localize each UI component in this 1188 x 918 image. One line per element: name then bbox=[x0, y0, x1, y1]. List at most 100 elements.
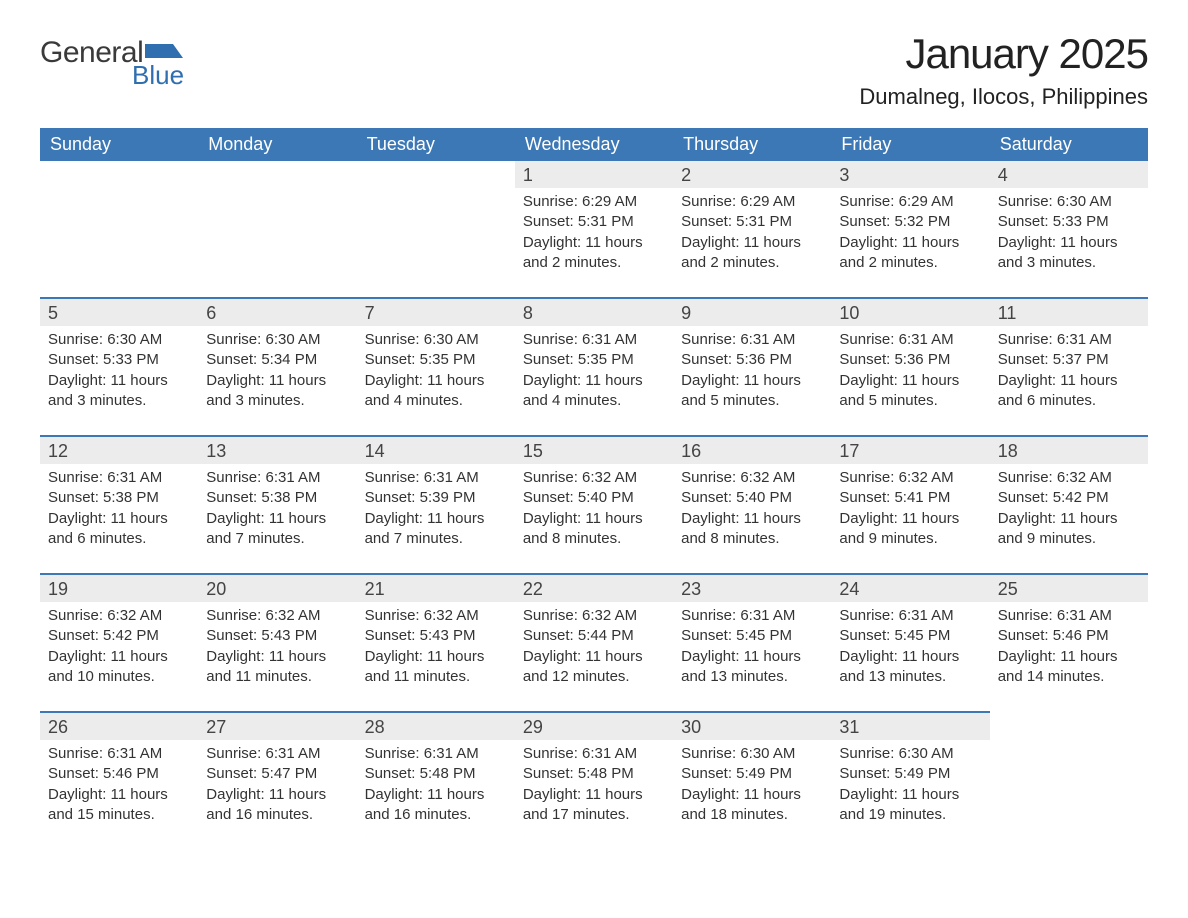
day-detail: Sunrise: 6:30 AMSunset: 5:33 PMDaylight:… bbox=[990, 188, 1148, 298]
sunrise-line: Sunrise: 6:31 AM bbox=[998, 330, 1140, 350]
sunrise-label: Sunrise: bbox=[998, 607, 1057, 624]
week-detail-row: Sunrise: 6:29 AMSunset: 5:31 PMDaylight:… bbox=[40, 188, 1148, 298]
sunset-label: Sunset: bbox=[48, 351, 103, 368]
daylight-line: Daylight: 11 hours and 4 minutes. bbox=[523, 371, 665, 412]
daylight-label: Daylight: bbox=[365, 786, 428, 803]
week-detail-row: Sunrise: 6:32 AMSunset: 5:42 PMDaylight:… bbox=[40, 602, 1148, 712]
day-of-week-header: Saturday bbox=[990, 128, 1148, 161]
sunrise-value: 6:31 AM bbox=[107, 469, 162, 486]
sunrise-value: 6:31 AM bbox=[107, 745, 162, 762]
daylight-label: Daylight: bbox=[206, 786, 269, 803]
day-number: 27 bbox=[198, 712, 356, 740]
week-detail-row: Sunrise: 6:31 AMSunset: 5:38 PMDaylight:… bbox=[40, 464, 1148, 574]
sunrise-line: Sunrise: 6:31 AM bbox=[365, 744, 507, 764]
week-detail-row: Sunrise: 6:30 AM Sunset: 5:33 PM Daylight:… bbox=[40, 326, 1148, 436]
day-of-week-header: Wednesday bbox=[515, 128, 673, 161]
day-detail: Sunrise: 6:32 AMSunset: 5:42 PMDaylight:… bbox=[990, 464, 1148, 574]
daylight-line: Daylight: 11 hours and 13 minutes. bbox=[681, 647, 823, 688]
daylight-line: Daylight: 11 hours and 18 minutes. bbox=[681, 785, 823, 826]
sunset-line: Sunset: 5:41 PM bbox=[839, 488, 981, 508]
sunset-line: Sunset: 5:43 PM bbox=[365, 626, 507, 646]
sunset-label: Sunset: bbox=[48, 627, 103, 644]
sunrise-line: Sunrise: 6:32 AM bbox=[523, 606, 665, 626]
sunrise-line: Sunrise: 6:31 AM bbox=[839, 330, 981, 350]
sunrise-line: Sunrise: 6:31 AM bbox=[523, 330, 665, 350]
daylight-line: Daylight: 11 hours and 4 minutes. bbox=[365, 371, 507, 412]
sunset-label: Sunset: bbox=[839, 627, 894, 644]
daylight-label: Daylight: bbox=[681, 234, 744, 251]
day-of-week-header: Friday bbox=[831, 128, 989, 161]
daylight-label: Daylight: bbox=[681, 510, 744, 527]
daylight-line: Daylight: 11 hours and 14 minutes. bbox=[998, 647, 1140, 688]
sunset-label: Sunset: bbox=[365, 489, 420, 506]
sunset-value: 5:48 PM bbox=[578, 765, 634, 782]
day-detail: Sunrise: 6:32 AMSunset: 5:44 PMDaylight:… bbox=[515, 602, 673, 712]
sunrise-label: Sunrise: bbox=[681, 607, 740, 624]
sunrise-label: Sunrise: bbox=[365, 745, 424, 762]
daylight-label: Daylight: bbox=[839, 372, 902, 389]
sunset-line: Sunset: 5:38 PM bbox=[206, 488, 348, 508]
daylight-label: Daylight: bbox=[523, 510, 586, 527]
sunrise-label: Sunrise: bbox=[48, 607, 107, 624]
sunset-value: 5:49 PM bbox=[736, 765, 792, 782]
day-of-week-header: Tuesday bbox=[357, 128, 515, 161]
sunrise-label: Sunrise: bbox=[839, 607, 898, 624]
daylight-label: Daylight: bbox=[365, 510, 428, 527]
day-detail: Sunrise: 6:29 AMSunset: 5:31 PMDaylight:… bbox=[673, 188, 831, 298]
day-number: 4 bbox=[990, 161, 1148, 188]
sunrise-value: 6:30 AM bbox=[107, 331, 162, 348]
sunrise-line: Sunrise: 6:32 AM bbox=[998, 468, 1140, 488]
sunset-value: 5:46 PM bbox=[1053, 627, 1109, 644]
sunrise-label: Sunrise: bbox=[681, 193, 740, 210]
daylight-line: Daylight: 11 hours and 3 minutes. bbox=[206, 371, 348, 412]
daylight-label: Daylight: bbox=[681, 648, 744, 665]
day-number: 2 bbox=[673, 161, 831, 188]
day-detail: Sunrise: 6:30 AMSunset: 5:35 PMDaylight:… bbox=[357, 326, 515, 436]
day-number: 12 bbox=[40, 436, 198, 464]
empty-cell bbox=[40, 161, 198, 188]
daylight-label: Daylight: bbox=[839, 648, 902, 665]
sunset-line: Sunset: 5:46 PM bbox=[998, 626, 1140, 646]
sunset-value: 5:43 PM bbox=[420, 627, 476, 644]
daylight-line: Daylight: 11 hours and 11 minutes. bbox=[365, 647, 507, 688]
daylight-line: Daylight: 11 hours and 8 minutes. bbox=[681, 509, 823, 550]
sunrise-label: Sunrise: bbox=[523, 193, 582, 210]
sunrise-value: 6:31 AM bbox=[424, 469, 479, 486]
daylight-label: Daylight: bbox=[206, 372, 269, 389]
day-number: 14 bbox=[357, 436, 515, 464]
sunset-label: Sunset: bbox=[206, 489, 261, 506]
day-of-week-header: Thursday bbox=[673, 128, 831, 161]
daylight-label: Daylight: bbox=[206, 510, 269, 527]
daylight-label: Daylight: bbox=[839, 510, 902, 527]
sunset-line: Sunset: 5:36 PM bbox=[839, 350, 981, 370]
daylight-line: Daylight: 11 hours and 3 minutes. bbox=[48, 371, 190, 412]
sunrise-line: Sunrise: 6:31 AM bbox=[998, 606, 1140, 626]
sunrise-value: 6:30 AM bbox=[899, 745, 954, 762]
day-number: 13 bbox=[198, 436, 356, 464]
sunset-value: 5:38 PM bbox=[103, 489, 159, 506]
day-number: 9 bbox=[673, 298, 831, 326]
sunset-label: Sunset: bbox=[523, 489, 578, 506]
empty-cell bbox=[198, 161, 356, 188]
sunset-value: 5:33 PM bbox=[103, 351, 159, 368]
empty-cell bbox=[198, 188, 356, 298]
sunset-line: Sunset: 5:37 PM bbox=[998, 350, 1140, 370]
sunrise-label: Sunrise: bbox=[206, 745, 265, 762]
sunrise-value: 6:31 AM bbox=[740, 331, 795, 348]
sunset-label: Sunset: bbox=[998, 489, 1053, 506]
day-of-week-header-row: SundayMondayTuesdayWednesdayThursdayFrid… bbox=[40, 128, 1148, 161]
sunset-line: Sunset: 5:44 PM bbox=[523, 626, 665, 646]
daylight-label: Daylight: bbox=[365, 648, 428, 665]
week-detail-row: Sunrise: 6:31 AMSunset: 5:46 PMDaylight:… bbox=[40, 740, 1148, 849]
week-daynum-row: 1234 bbox=[40, 161, 1148, 188]
week-daynum-row: 12131415161718 bbox=[40, 436, 1148, 464]
daylight-line: Daylight: 11 hours and 19 minutes. bbox=[839, 785, 981, 826]
sunset-label: Sunset: bbox=[681, 627, 736, 644]
sunrise-line: Sunrise: 6:31 AM bbox=[681, 330, 823, 350]
empty-cell bbox=[990, 740, 1148, 849]
sunset-value: 5:47 PM bbox=[261, 765, 317, 782]
sunset-line: Sunset: 5:31 PM bbox=[523, 212, 665, 232]
day-number: 15 bbox=[515, 436, 673, 464]
sunset-label: Sunset: bbox=[681, 213, 736, 230]
sunrise-line: Sunrise: 6:30 AM bbox=[365, 330, 507, 350]
